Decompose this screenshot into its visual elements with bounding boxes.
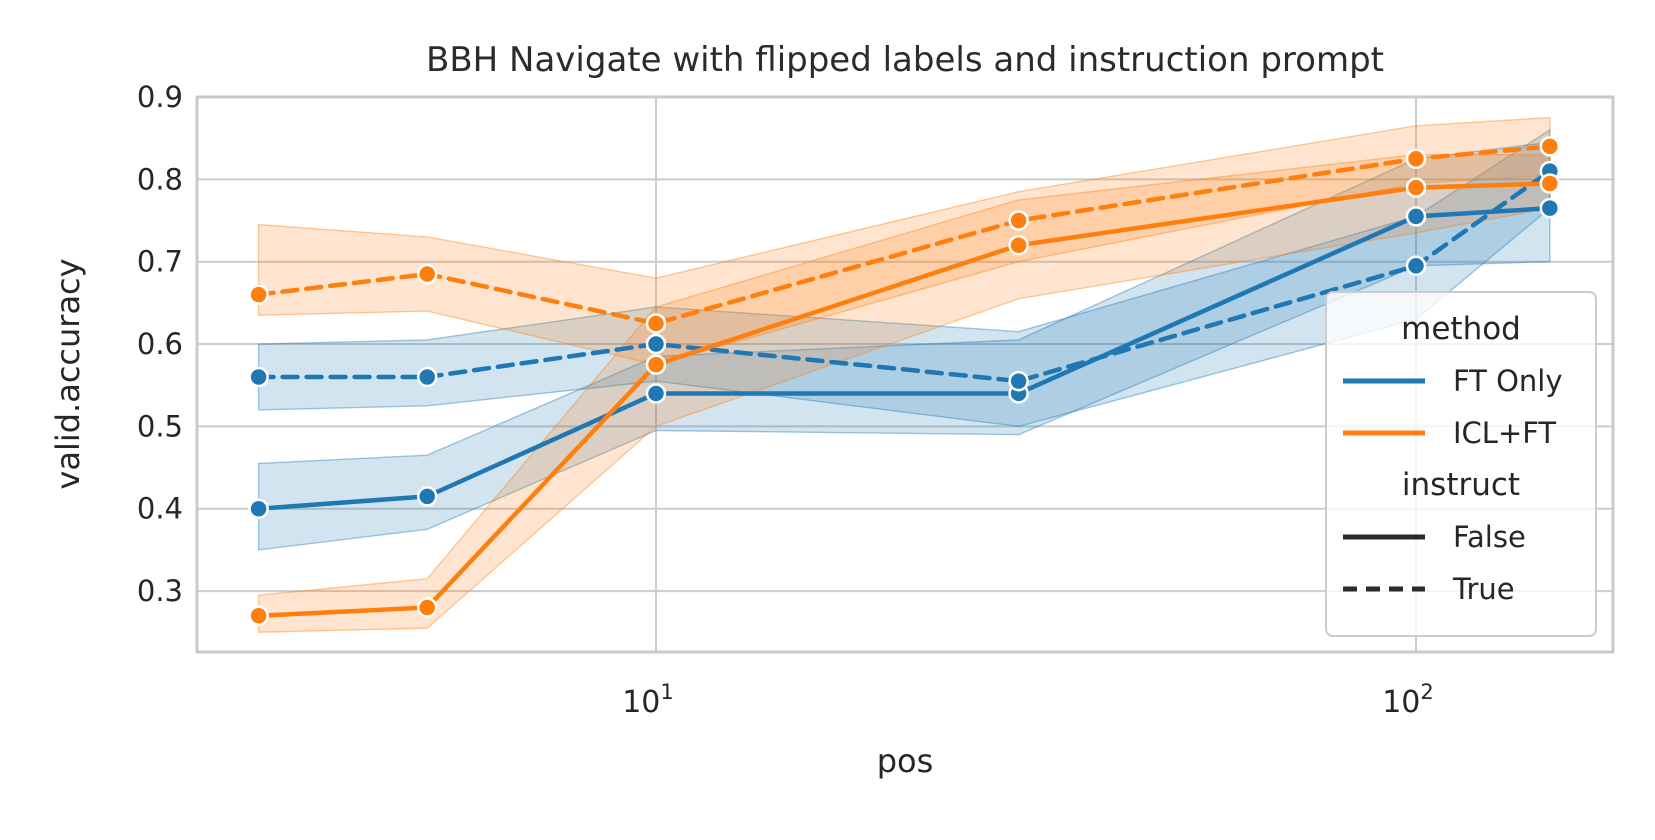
- line-ICL+FT-instruct=False: [256, 181, 1553, 619]
- x-tick-label-10: 101: [622, 680, 674, 720]
- marker-FT-Only-instruct=False-x3: [248, 498, 269, 519]
- y-tick-label-0.4: 0.4: [137, 492, 183, 526]
- legend-group-title-method: method: [1401, 311, 1521, 347]
- marker-ICL+FT-instruct=False-x150: [1539, 173, 1561, 194]
- legend-line-swatch: [1341, 377, 1427, 385]
- y-axis-label: valid.accuracy: [49, 258, 87, 490]
- y-tick-label-0.5: 0.5: [137, 409, 183, 443]
- marker-FT-Only-instruct=True-x3: [248, 366, 269, 388]
- legend-entry-True: True: [1327, 563, 1595, 615]
- marker-FT-Only-instruct=False-x150: [1539, 197, 1561, 219]
- marker-ICL+FT-instruct=True-x150: [1539, 136, 1561, 157]
- legend-line-swatch: [1341, 533, 1427, 541]
- x-tick-label-100: 102: [1382, 680, 1434, 720]
- legend-line-swatch: [1341, 429, 1427, 437]
- y-tick-label-0.8: 0.8: [137, 162, 183, 196]
- line-FT-Only-instruct=False: [256, 205, 1553, 511]
- y-tick-label-0.7: 0.7: [137, 245, 183, 279]
- legend: method FT Only ICL+FT instruct False True: [1325, 291, 1597, 637]
- y-tick-label-0.6: 0.6: [137, 327, 183, 361]
- marker-ICL+FT-instruct=True-x3: [248, 284, 269, 305]
- legend-entry-label: ICL+FT: [1453, 416, 1557, 450]
- legend-entry-FT-Only: FT Only: [1327, 355, 1595, 407]
- marker-FT-Only-instruct=True-x10: [645, 333, 667, 355]
- legend-entry-label: False: [1453, 520, 1526, 554]
- marker-FT-Only-instruct=False-x100: [1405, 206, 1427, 227]
- line-ICL+FT-instruct=True: [256, 144, 1553, 326]
- x-axis-label: pos: [876, 742, 934, 780]
- legend-line-swatch: [1341, 585, 1427, 593]
- marker-FT-Only-instruct=True-x30: [1008, 370, 1029, 392]
- marker-ICL+FT-instruct=True-x10: [645, 313, 667, 334]
- marker-FT-Only-instruct=True-x100: [1405, 255, 1427, 277]
- marker-ICL+FT-instruct=False-x3: [248, 605, 269, 627]
- chart-title: BBH Navigate with flipped labels and ins…: [426, 40, 1384, 80]
- legend-entry-ICL+FT: ICL+FT: [1327, 407, 1595, 459]
- line-FT-Only-instruct=True: [256, 168, 1553, 384]
- legend-group-title-instruct: instruct: [1401, 467, 1521, 503]
- plot-border: [195, 95, 1615, 654]
- marker-ICL+FT-instruct=False-x10: [645, 354, 667, 375]
- marker-ICL+FT-instruct=False-x100: [1405, 177, 1427, 198]
- y-tick-label-0.9: 0.9: [137, 80, 183, 114]
- legend-entry-label: True: [1453, 572, 1515, 606]
- marker-ICL+FT-instruct=False-x5: [416, 597, 438, 618]
- marker-ICL+FT-instruct=True-x30: [1008, 210, 1029, 231]
- legend-entry-False: False: [1327, 511, 1595, 563]
- marker-FT-Only-instruct=False-x10: [645, 383, 667, 404]
- marker-ICL+FT-instruct=False-x30: [1008, 234, 1029, 256]
- marker-ICL+FT-instruct=True-x5: [416, 263, 438, 285]
- marker-FT-Only-instruct=False-x5: [416, 486, 438, 507]
- y-tick-label-0.3: 0.3: [137, 574, 183, 608]
- marker-FT-Only-instruct=True-x5: [416, 366, 438, 388]
- legend-entry-label: FT Only: [1453, 364, 1563, 398]
- marker-ICL+FT-instruct=True-x100: [1405, 148, 1427, 170]
